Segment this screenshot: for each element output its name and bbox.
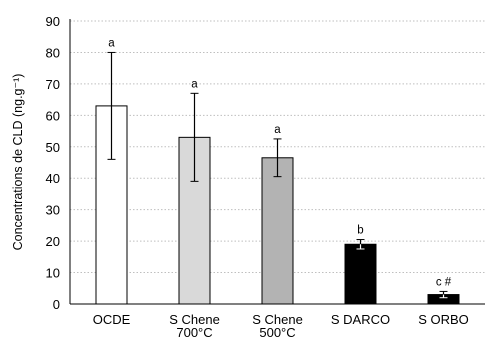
x-tick-label: S Chene — [252, 312, 303, 327]
x-tick-label: 500°C — [259, 325, 295, 338]
x-tick-label: OCDE — [93, 312, 131, 327]
y-tick-label: 70 — [46, 77, 60, 92]
y-axis-label: Concentrations de CLD (ng.g⁻¹) — [11, 74, 25, 251]
y-tick-label: 60 — [46, 108, 60, 123]
axes — [69, 19, 485, 305]
bars — [95, 105, 460, 305]
significance-label: a — [274, 124, 281, 136]
bar — [261, 157, 294, 305]
x-tick-label: S ORBO — [418, 312, 469, 327]
y-tick-label: 0 — [53, 297, 60, 312]
y-tick-label: 50 — [46, 140, 60, 155]
x-tick-label: 700°C — [176, 325, 212, 338]
y-tick-label: 80 — [46, 45, 60, 60]
y-tick-label: 40 — [46, 171, 60, 186]
y-tick-label: 10 — [46, 266, 60, 281]
y-tick-label: 30 — [46, 203, 60, 218]
significance-label: a — [191, 78, 198, 90]
y-tick-label: 20 — [46, 234, 60, 249]
significance-labels: a a a b c # — [108, 37, 451, 288]
y-tick-labels: 0 10 20 30 40 50 60 70 80 90 — [46, 14, 60, 312]
significance-label: a — [108, 37, 115, 49]
significance-label: c # — [436, 276, 452, 288]
significance-label: b — [357, 225, 363, 237]
x-tick-label: S DARCO — [331, 312, 390, 327]
x-tick-label: S Chene — [169, 312, 220, 327]
error-bars — [107, 51, 448, 299]
y-tick-label: 90 — [46, 14, 60, 29]
bar — [344, 243, 377, 305]
